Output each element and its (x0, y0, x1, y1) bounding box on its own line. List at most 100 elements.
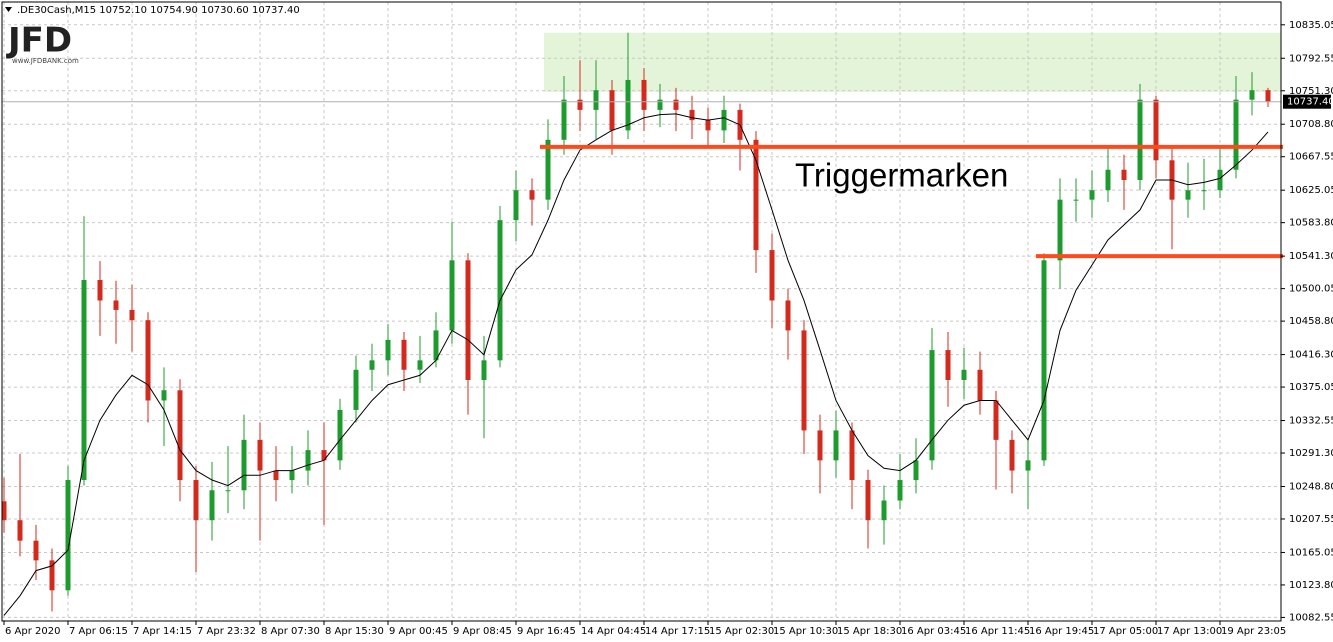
candle-body (497, 220, 503, 361)
candle-body (609, 90, 615, 131)
candle-body (49, 560, 55, 591)
menu-arrow[interactable] (5, 7, 12, 12)
candle-body (625, 79, 631, 131)
current-price-box (1283, 94, 1331, 109)
candle-body (65, 480, 71, 591)
candle-body (849, 430, 855, 481)
candle-body (337, 409, 343, 461)
plot-frame (1, 1, 1282, 622)
x-tick-label: 15 Apr 02:30 (709, 626, 774, 637)
candle-body (577, 99, 583, 110)
y-tick-label: 10416.30 (1289, 350, 1333, 361)
y-tick-label: 10751.30 (1289, 86, 1333, 97)
x-tick-label: 6 Apr 2020 (5, 626, 60, 637)
candle-body (993, 400, 999, 440)
candle-body (881, 500, 887, 521)
candle-body (1025, 460, 1031, 471)
x-tick-label: 8 Apr 15:30 (325, 626, 384, 637)
candle-body (721, 109, 727, 131)
candle-body (321, 450, 327, 461)
candle-body (641, 79, 647, 110)
y-tick-label: 10458.80 (1289, 316, 1333, 327)
y-tick-label: 10583.80 (1289, 218, 1333, 229)
candle-body (529, 190, 535, 200)
candle-body (1201, 190, 1207, 192)
candle-body (801, 330, 807, 431)
candle-body (353, 369, 359, 410)
y-tick-label: 10708.80 (1289, 119, 1333, 130)
candle-body (1185, 190, 1191, 200)
y-tick-label: 10207.55 (1289, 514, 1333, 525)
candle-body (833, 430, 839, 461)
logo: JFD (6, 21, 72, 61)
y-tick-label: 10332.55 (1289, 416, 1333, 427)
candle-body (465, 260, 471, 381)
candle-body (1233, 99, 1239, 170)
candle-body (977, 369, 983, 401)
candle-body (241, 439, 247, 491)
y-tick-label: 10667.55 (1289, 152, 1333, 163)
x-tick-label: 16 Apr 03:45 (901, 626, 966, 637)
candle-body (673, 99, 679, 110)
candle-body (161, 390, 167, 401)
candle-body (593, 90, 599, 110)
x-tick-label: 19 Apr 23:05 (1221, 626, 1286, 637)
y-tick-label: 10541.30 (1289, 251, 1333, 262)
candle-body (97, 279, 103, 301)
x-tick-label: 15 Apr 18:30 (837, 626, 902, 637)
candle-body (193, 480, 199, 521)
chart-header: .DE30Cash,M15 10752.10 10754.90 10730.60… (17, 5, 300, 16)
candle-body (785, 300, 791, 331)
candle-body (177, 390, 183, 481)
candle-body (1041, 260, 1047, 461)
candle-body (113, 300, 119, 310)
candle-body (545, 139, 551, 200)
moving-average (3, 113, 1269, 616)
candle-body (1249, 90, 1255, 100)
candle-body (705, 120, 711, 131)
x-tick-label: 8 Apr 07:30 (261, 626, 320, 637)
candle-body (929, 350, 935, 461)
x-tick-label: 17 Apr 05:00 (1093, 626, 1158, 637)
y-tick-label: 10291.30 (1289, 448, 1333, 459)
current-price-label: 10737.40 (1287, 97, 1333, 108)
x-tick-label: 16 Apr 19:45 (1029, 626, 1094, 637)
x-tick-label: 7 Apr 06:15 (69, 626, 128, 637)
candle-body (369, 360, 375, 370)
candle-body (1, 501, 7, 521)
y-tick-label: 10248.80 (1289, 481, 1333, 492)
x-tick-label: 14 Apr 17:15 (645, 626, 710, 637)
candle-body (33, 540, 39, 561)
candle-body (481, 360, 487, 381)
y-tick-label: 10792.55 (1289, 53, 1333, 64)
candle-body (1153, 99, 1159, 161)
candle-body (1105, 169, 1111, 191)
candle-body (913, 460, 919, 481)
candle-body (145, 320, 151, 401)
candle-body (1073, 199, 1079, 201)
candle-body (1121, 169, 1127, 180)
x-tick-label: 17 Apr 13:00 (1157, 626, 1222, 637)
candle-body (17, 520, 23, 541)
y-tick-label: 10082.55 (1289, 612, 1333, 623)
candle-body (561, 99, 567, 140)
candle-body (305, 450, 311, 471)
y-tick-label: 10375.05 (1289, 382, 1333, 393)
candle-body (209, 490, 215, 521)
x-tick-label: 9 Apr 08:45 (453, 626, 512, 637)
x-tick-label: 9 Apr 00:45 (389, 626, 448, 637)
candle-body (417, 360, 423, 370)
candle-body (449, 260, 455, 331)
x-tick-label: 7 Apr 23:32 (197, 626, 256, 637)
candle-body (289, 470, 295, 481)
x-tick-label: 7 Apr 14:15 (133, 626, 192, 637)
candle-body (273, 470, 279, 481)
candle-body (657, 99, 663, 110)
candle-body (257, 439, 263, 471)
candle-body (1057, 199, 1063, 261)
y-tick-label: 10625.05 (1289, 185, 1333, 196)
candle-body (1137, 99, 1143, 180)
y-tick-label: 10165.05 (1289, 547, 1333, 558)
candle-body (753, 139, 759, 251)
